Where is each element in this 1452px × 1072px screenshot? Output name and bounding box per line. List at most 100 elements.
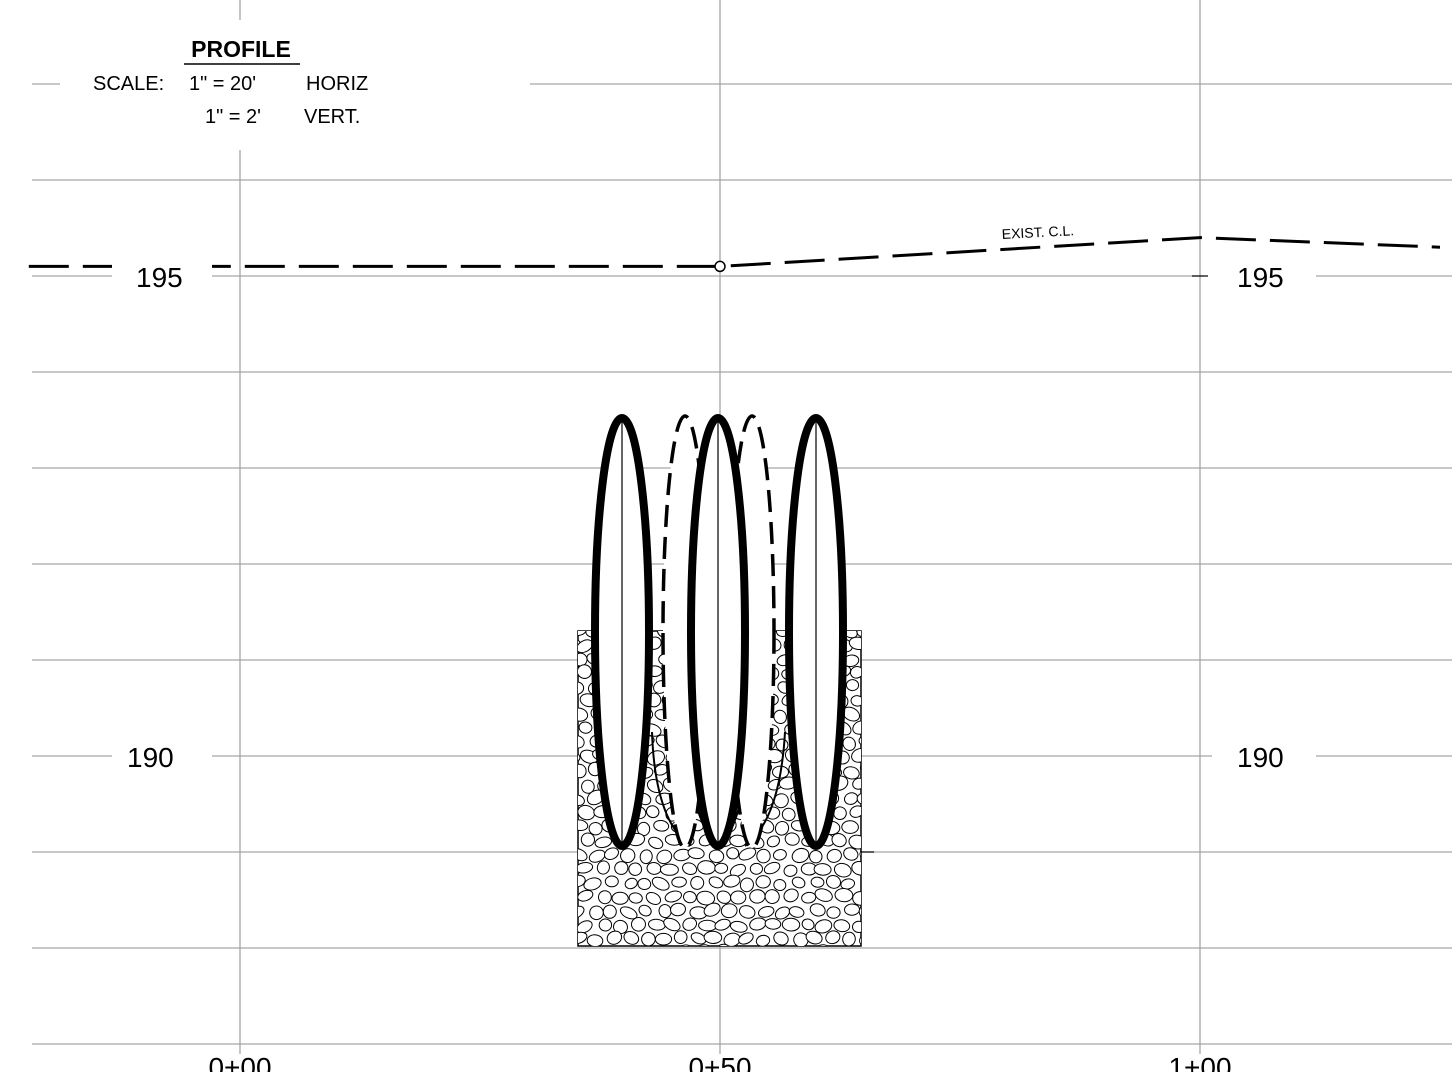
riprap-stone xyxy=(588,821,603,836)
riprap-stone xyxy=(859,762,861,776)
riprap-stone xyxy=(578,735,585,749)
riprap-stone xyxy=(586,934,604,946)
riprap-stone xyxy=(825,875,842,889)
riprap-stone xyxy=(559,834,576,850)
riprap-stone xyxy=(594,836,612,849)
riprap-stone xyxy=(859,847,861,862)
riprap-stone xyxy=(781,917,801,932)
riprap-stone xyxy=(738,847,757,861)
riprap-stone xyxy=(738,932,754,945)
riprap-stone xyxy=(583,877,602,891)
vert-scale: 1" = 2' xyxy=(205,106,261,128)
riprap-stone xyxy=(772,849,787,861)
riprap-stone xyxy=(833,919,851,933)
riprap-stone xyxy=(845,679,860,692)
riprap-stone xyxy=(867,804,889,823)
riprap-stone xyxy=(825,930,841,945)
riprap-stone xyxy=(594,949,609,961)
riprap-stone xyxy=(561,691,579,707)
riprap-stone xyxy=(858,735,861,749)
riprap-stone xyxy=(561,722,576,736)
riprap-stone xyxy=(844,903,860,916)
riprap-stone xyxy=(556,847,570,862)
riprap-stone xyxy=(659,863,679,876)
riprap-stone xyxy=(739,877,754,893)
riprap-stone xyxy=(631,916,646,932)
riprap-stone xyxy=(578,889,594,902)
riprap-stone xyxy=(703,902,721,917)
riprap-stone xyxy=(723,874,741,888)
riprap-stone xyxy=(553,734,569,750)
riprap-stone xyxy=(703,930,723,945)
riprap-stone xyxy=(577,947,596,961)
vert-label: VERT. xyxy=(304,106,360,128)
riprap-stone xyxy=(852,920,861,934)
riprap-stone xyxy=(611,891,629,905)
riprap-stone xyxy=(860,877,861,891)
riprap-stone xyxy=(602,904,617,919)
riprap-stone xyxy=(842,931,856,946)
riprap-stone xyxy=(870,948,884,959)
riprap-stone xyxy=(559,890,579,907)
riprap-stone xyxy=(628,862,643,876)
bold-ellipses xyxy=(591,414,847,850)
riprap-stone xyxy=(866,890,882,904)
riprap-stone xyxy=(809,850,823,864)
riprap-stone xyxy=(580,832,596,847)
riprap-stone xyxy=(763,861,781,875)
riprap-stone xyxy=(764,918,782,930)
riprap-stone xyxy=(774,820,790,836)
riprap-stone xyxy=(729,863,746,877)
riprap-stone xyxy=(773,878,787,892)
riprap-stone xyxy=(690,932,707,945)
station-label-0-00: 0+00 xyxy=(208,1052,271,1072)
title-block: PROFILE SCALE: 1" = 20' HORIZ 1" = 2' VE… xyxy=(60,20,530,150)
riprap-stone xyxy=(810,876,825,888)
horiz-scale: 1" = 20' xyxy=(189,73,256,95)
riprap-stone xyxy=(856,631,861,638)
exist-cl-profile-line xyxy=(28,236,1441,268)
riprap-stone xyxy=(578,707,589,722)
profile-title: PROFILE xyxy=(191,36,291,62)
riprap-stone xyxy=(865,916,883,933)
riprap-stone xyxy=(648,836,664,850)
riprap-stone xyxy=(623,930,640,945)
elevation-label-195-right: 195 xyxy=(1237,262,1284,293)
riprap-stone xyxy=(597,890,612,905)
riprap-stone xyxy=(551,707,570,725)
riprap-stone xyxy=(578,862,594,874)
riprap-stone xyxy=(866,750,883,767)
riprap-stone xyxy=(720,903,738,919)
riprap-stone xyxy=(663,917,681,932)
riprap-stone xyxy=(578,804,596,821)
riprap-stone xyxy=(578,905,585,920)
pvi-marker xyxy=(714,260,726,273)
riprap-stone xyxy=(698,919,718,932)
riprap-stone xyxy=(578,819,589,831)
riprap-stone xyxy=(814,888,833,902)
riprap-stone xyxy=(848,834,861,850)
riprap-stone xyxy=(865,833,885,849)
riprap-stone xyxy=(791,847,810,864)
riprap-stone xyxy=(809,903,826,917)
riprap-stone xyxy=(589,905,604,921)
riprap-stone xyxy=(578,848,588,862)
riprap-stone xyxy=(614,861,629,875)
riprap-stone xyxy=(858,904,861,920)
riprap-stone xyxy=(859,933,861,946)
riprap-stone xyxy=(774,906,791,920)
riprap-stone xyxy=(556,681,571,694)
riprap-stone xyxy=(852,720,861,735)
riprap-stone xyxy=(687,847,705,860)
riprap-stone xyxy=(559,946,578,963)
riprap-stone xyxy=(670,902,686,917)
station-label-1-00: 1+00 xyxy=(1168,1052,1231,1072)
riprap-stone xyxy=(604,875,619,888)
riprap-stone xyxy=(756,848,771,864)
riprap-stone xyxy=(683,890,697,904)
riprap-stone xyxy=(856,792,861,806)
riprap-stone xyxy=(865,775,883,793)
riprap-stone xyxy=(866,691,886,709)
riprap-stone xyxy=(628,892,643,904)
riprap-stone xyxy=(851,748,861,763)
